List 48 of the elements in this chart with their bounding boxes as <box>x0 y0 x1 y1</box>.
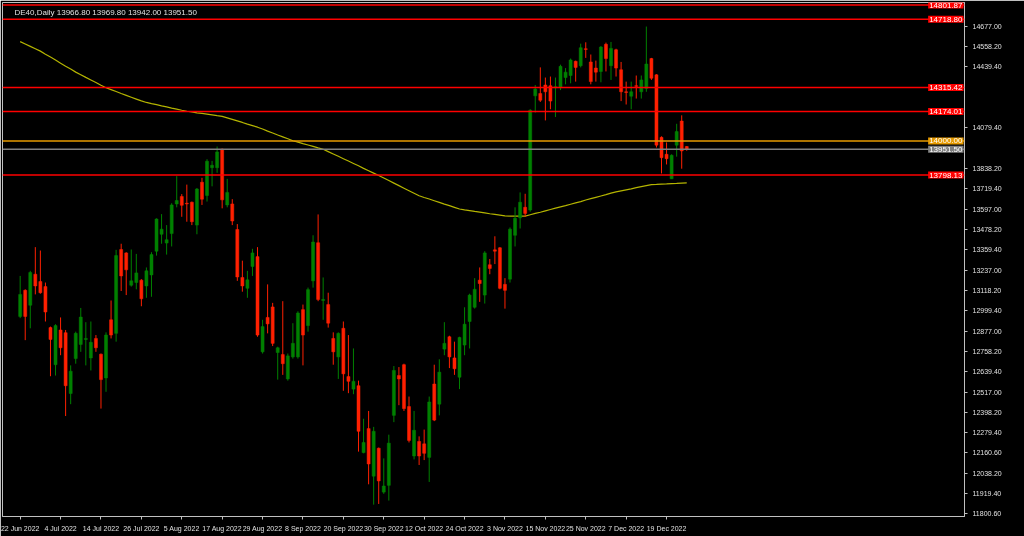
candlestick <box>518 191 522 229</box>
candlestick <box>230 198 235 226</box>
ref-line-label: 14000.00 <box>929 136 964 146</box>
candlestick <box>669 153 674 180</box>
candlestick <box>604 42 608 72</box>
candlestick <box>225 178 229 208</box>
candlestick <box>361 418 366 454</box>
candlestick <box>18 275 22 319</box>
ref-line-label: 13798.13 <box>929 170 964 180</box>
ref-line-label: 14174.01 <box>929 106 964 116</box>
candlestick <box>129 249 134 288</box>
candlestick <box>250 248 255 277</box>
candlestick <box>321 276 325 321</box>
candlestick <box>200 177 204 206</box>
candlestick <box>326 292 330 329</box>
candlestick <box>452 341 457 376</box>
ref-line-label: 14718.80 <box>929 14 964 24</box>
candlestick <box>447 335 452 369</box>
candlestick <box>164 224 169 256</box>
candlestick <box>523 193 527 218</box>
candlestick <box>674 123 679 158</box>
candlestick <box>346 334 351 394</box>
candlestick <box>68 364 73 405</box>
candlestick <box>538 66 543 103</box>
ref-line-label: 14315.42 <box>929 82 964 92</box>
candlestick <box>281 300 285 376</box>
candlestick <box>477 266 482 303</box>
ref-line-label: 14801.87 <box>929 0 964 10</box>
text: DE40,Daily 13966.80 13969.80 13942.00 13951.50 <box>14 7 198 17</box>
candlestick <box>442 321 447 356</box>
candlestick <box>48 326 53 377</box>
candlestick <box>351 347 356 395</box>
candlestick <box>634 75 639 100</box>
candlestick <box>629 81 633 110</box>
candlestick <box>578 43 583 68</box>
candlestick <box>382 457 386 495</box>
candlestick <box>174 175 179 208</box>
candlestick <box>331 331 336 366</box>
candlestick <box>614 48 618 78</box>
candlestick <box>89 321 93 371</box>
candlestick <box>109 300 113 339</box>
candlestick <box>245 270 250 299</box>
candlestick <box>533 84 538 114</box>
candlestick <box>139 278 144 307</box>
candlestick <box>336 331 341 380</box>
candlestick <box>609 41 613 81</box>
ref-line-label: 13951.50 <box>929 144 964 154</box>
candlestick <box>275 346 280 381</box>
